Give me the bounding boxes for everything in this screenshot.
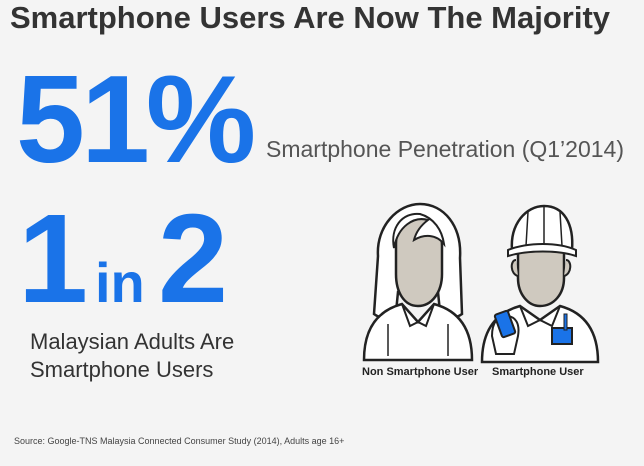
smartphone-user-figure xyxy=(480,204,600,364)
page-title: Smartphone Users Are Now The Majority xyxy=(10,0,611,35)
adults-caption: Malaysian Adults Are Smartphone Users xyxy=(30,328,270,384)
smartphone-user-label: Smartphone User xyxy=(492,366,584,378)
non-smartphone-user-figure xyxy=(362,202,474,362)
source-note: Source: Google-TNS Malaysia Connected Co… xyxy=(14,436,345,446)
ratio-two: 2 xyxy=(158,188,229,329)
adults-caption-line2: Smartphone Users xyxy=(30,357,214,382)
penetration-label: Smartphone Penetration (Q1’2014) xyxy=(266,136,624,162)
non-smartphone-user-label: Non Smartphone User xyxy=(362,366,479,378)
adults-caption-line1: Malaysian Adults Are xyxy=(30,329,235,354)
penetration-value: 51% xyxy=(16,51,256,189)
ratio-one: 1 xyxy=(18,188,89,329)
ratio-in: in xyxy=(95,251,145,314)
